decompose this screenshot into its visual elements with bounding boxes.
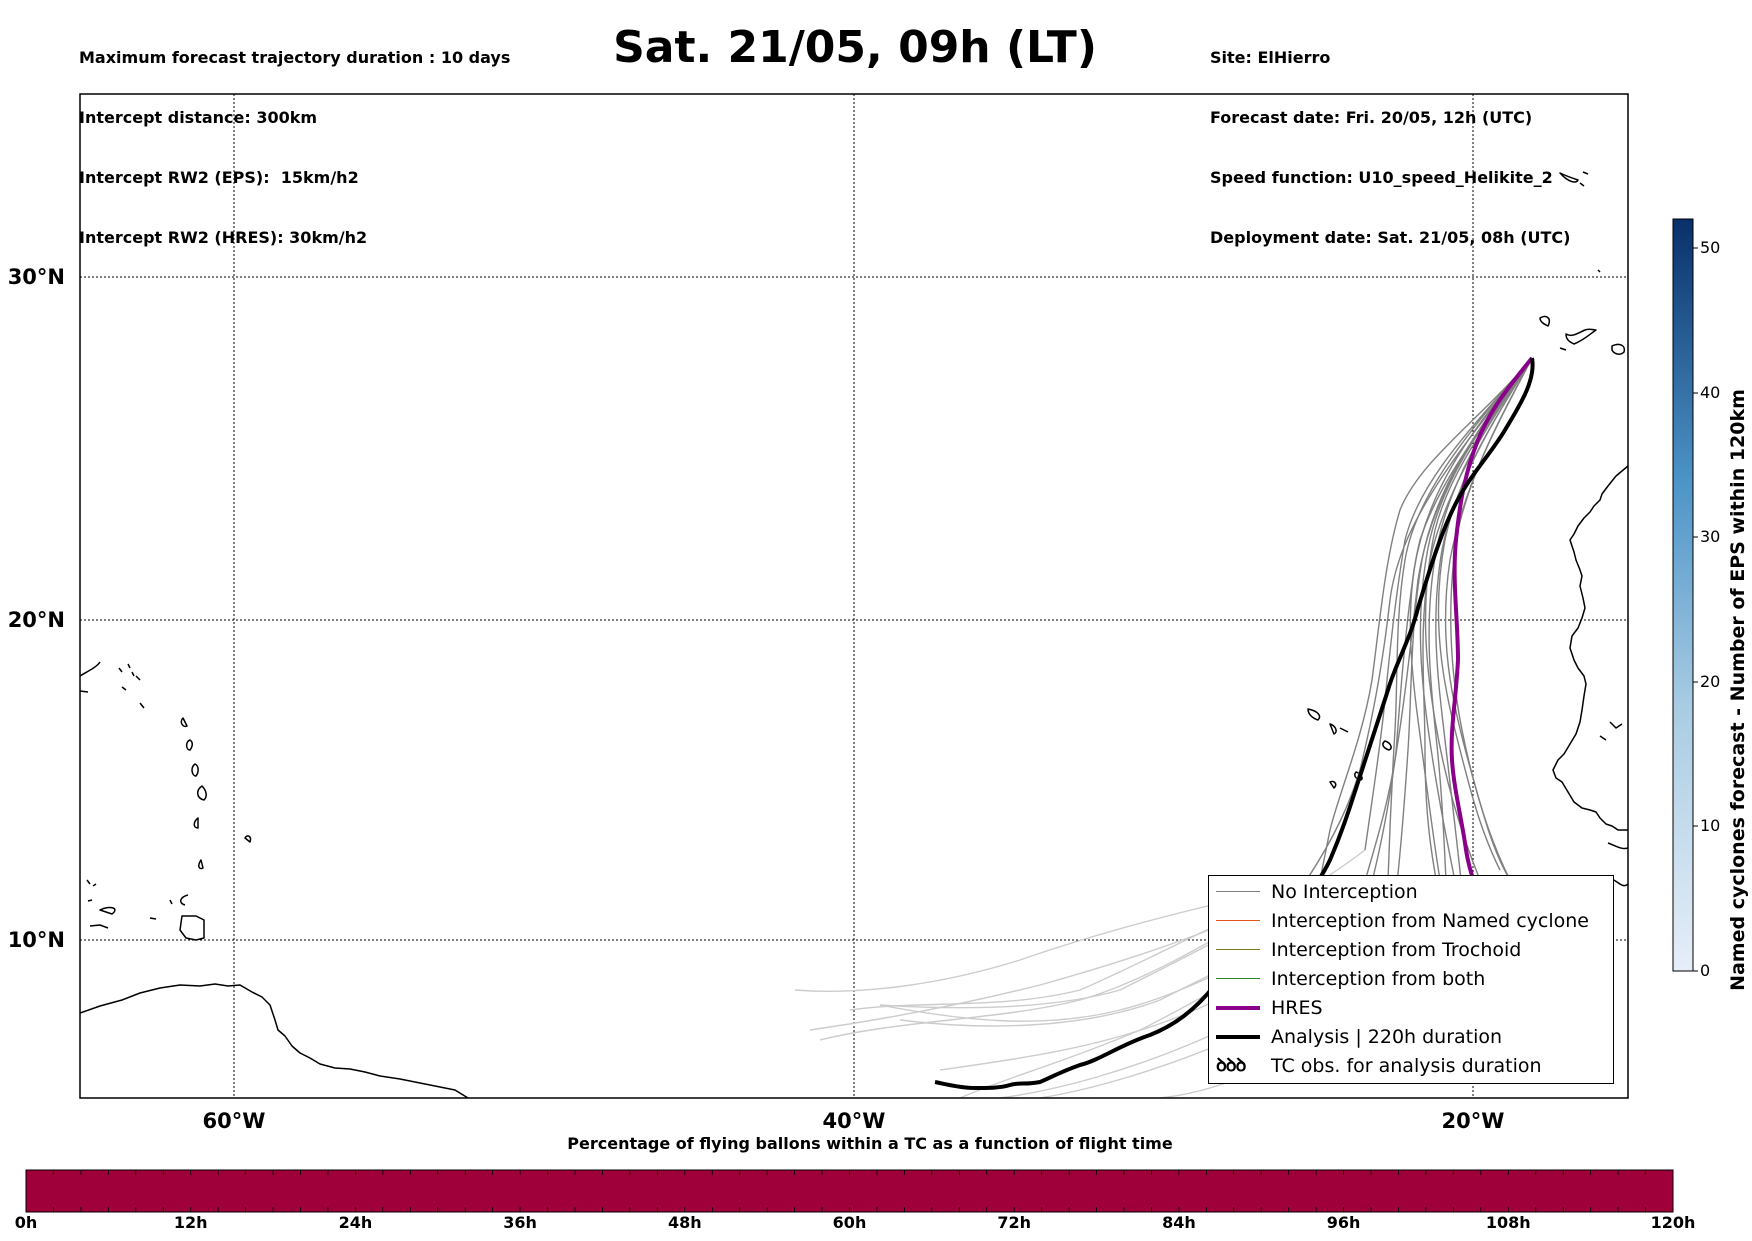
- eps-track: [1450, 357, 1533, 881]
- coast-lesser-antilles: [180, 717, 207, 870]
- flight-time-tick-label: 0h: [14, 1213, 38, 1232]
- hres-trajectory: [1449, 356, 1534, 896]
- coast-west-africa-islands: [1599, 721, 1628, 887]
- legend-swatch: [1216, 920, 1260, 921]
- legend-item-tc-obs: ꝺꝺꝺ TC obs. for analysis duration: [1209, 1053, 1613, 1079]
- coast-madeira: [1559, 171, 1601, 273]
- flight-time-colorbar-ticks: [53, 1170, 1646, 1212]
- legend-swatch: [1216, 949, 1260, 950]
- param-speed-function: Speed function: U10_speed_Helikite_2: [1210, 168, 1553, 187]
- flight-time-tick-label: 24h: [338, 1213, 373, 1232]
- param-max-duration: Maximum forecast trajectory duration : 1…: [79, 48, 511, 67]
- legend-swatch: [1216, 1035, 1260, 1039]
- coast-south-america: [80, 983, 469, 1098]
- legend-label: Interception from Trochoid: [1271, 939, 1522, 961]
- legend-label: No Interception: [1271, 881, 1418, 903]
- flight-time-tick-label: 84h: [1162, 1213, 1196, 1232]
- param-forecast-date: Forecast date: Fri. 20/05, 12h (UTC): [1210, 108, 1533, 127]
- eps-track: [1319, 357, 1533, 881]
- lon-label-20w: 20°W: [1442, 1109, 1505, 1133]
- eps-count-colorbar: [1672, 218, 1694, 972]
- legend-item-analysis: Analysis | 220h duration: [1209, 1024, 1613, 1050]
- flight-time-tick-label: 120h: [1650, 1213, 1696, 1232]
- eps-tick-label: 10: [1700, 816, 1721, 835]
- eps-track: [1299, 357, 1533, 891]
- eps-track: [1419, 357, 1533, 877]
- map-legend: No Interception Interception from Named …: [1208, 875, 1614, 1084]
- lat-label-20n: 20°N: [8, 608, 65, 632]
- eps-tick-label: 40: [1700, 383, 1721, 402]
- eps-count-colorbar-ticks: [1693, 247, 1698, 972]
- coast-trinidad: [179, 915, 205, 941]
- eps-track: [1394, 357, 1533, 901]
- eps-track: [1437, 357, 1533, 871]
- legend-label: Interception from both: [1271, 968, 1486, 990]
- eps-track: [1435, 357, 1533, 891]
- flight-time-colorbar: [25, 1169, 1674, 1213]
- flight-time-tick-label: 72h: [997, 1213, 1032, 1232]
- legend-item-both: Interception from both: [1209, 966, 1613, 992]
- coastlines: [80, 171, 1628, 1098]
- eps-track: [1387, 357, 1533, 881]
- legend-item-no-interception: No Interception: [1209, 879, 1613, 905]
- page-title: Sat. 21/05, 09h (LT): [613, 22, 1097, 73]
- legend-item-hres: HRES: [1209, 995, 1613, 1021]
- legend-label: TC obs. for analysis duration: [1271, 1055, 1542, 1077]
- eps-track: [1364, 357, 1533, 851]
- param-rw2-hres: Intercept RW2 (HRES): 30km/h2: [79, 228, 368, 247]
- param-rw2-eps: Intercept RW2 (EPS): 15km/h2: [79, 168, 359, 187]
- lat-label-30n: 30°N: [8, 265, 65, 289]
- lon-label-40w: 40°W: [823, 1109, 886, 1133]
- eps-tick-label: 20: [1700, 672, 1721, 691]
- param-intercept-distance: Intercept distance: 300km: [79, 108, 318, 127]
- map-frame: [79, 93, 1629, 1099]
- flight-time-tick-label: 108h: [1485, 1213, 1531, 1232]
- tc-symbol-icon: ꝺꝺꝺ: [1216, 1055, 1246, 1076]
- flight-time-tick-label: 12h: [173, 1213, 208, 1232]
- legend-label: Analysis | 220h duration: [1271, 1026, 1503, 1048]
- eps-tick-label: 0: [1700, 961, 1711, 980]
- legend-label: HRES: [1271, 997, 1323, 1019]
- flight-time-tick-label: 60h: [832, 1213, 867, 1232]
- coast-africa: [1552, 465, 1628, 831]
- flight-time-tick-label: 48h: [667, 1213, 702, 1232]
- param-site: Site: ElHierro: [1210, 48, 1331, 67]
- flight-time-tick-label: 36h: [503, 1213, 537, 1232]
- legend-item-named-cyclone: Interception from Named cyclone: [1209, 908, 1613, 934]
- forecast-parameters: Maximum forecast trajectory duration : 1…: [79, 8, 510, 268]
- eps-tick-label: 30: [1700, 527, 1721, 546]
- flight-time-colorbar-title: Percentage of flying ballons within a TC…: [567, 1134, 1173, 1153]
- lat-label-10n: 10°N: [8, 928, 65, 952]
- coast-canary-islands: [1539, 315, 1626, 355]
- coast-caribbean-islands: [80, 661, 252, 902]
- legend-swatch: [1216, 1006, 1260, 1010]
- param-deployment-date: Deployment date: Sat. 21/05, 08h (UTC): [1210, 228, 1571, 247]
- legend-label: Interception from Named cyclone: [1271, 910, 1589, 932]
- eps-trajectories-no-interception: [1299, 357, 1533, 901]
- lon-label-60w: 60°W: [203, 1109, 266, 1133]
- eps-tick-label: 50: [1700, 238, 1721, 257]
- coast-caribbean-arc: [89, 894, 189, 929]
- legend-swatch: [1216, 978, 1260, 979]
- coast-cape-verde: [1307, 708, 1392, 789]
- eps-count-colorbar-label: Named cyclones forecast - Number of EPS …: [1727, 389, 1749, 991]
- flight-time-tick-label: 96h: [1326, 1213, 1361, 1232]
- legend-swatch: [1216, 891, 1260, 892]
- site-parameters: Site: ElHierro Forecast date: Fri. 20/05…: [1210, 8, 1570, 268]
- legend-item-trochoid: Interception from Trochoid: [1209, 937, 1613, 963]
